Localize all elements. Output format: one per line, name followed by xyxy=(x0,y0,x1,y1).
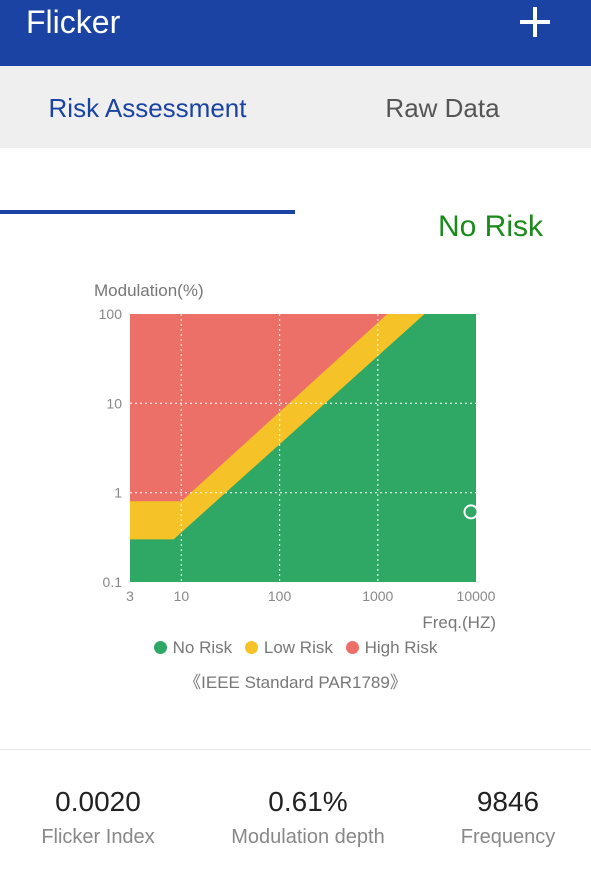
legend-item-low-risk: Low Risk xyxy=(244,638,333,658)
legend-dot-no-risk xyxy=(153,641,167,654)
x-tick-label: 1000 xyxy=(362,588,393,604)
legend-dot-low-risk xyxy=(244,641,258,654)
stat-modulation-depth: 0.61% Modulation depth xyxy=(208,785,408,851)
x-tick-label: 10000 xyxy=(457,588,496,604)
no-risk-region xyxy=(130,314,476,582)
stat-label: Flicker Index xyxy=(41,826,155,848)
tab-raw-data[interactable]: Raw Data xyxy=(385,93,500,123)
legend-item-high-risk: High Risk xyxy=(345,638,438,658)
y-tick-label: 0.1 xyxy=(103,574,123,590)
legend-label-high-risk: High Risk xyxy=(364,638,438,657)
y-tick-label: 10 xyxy=(106,395,122,411)
y-tick-label: 1 xyxy=(114,485,122,501)
stat-value: 0.61% xyxy=(268,786,348,817)
measurement-marker xyxy=(463,504,479,520)
active-tab-indicator xyxy=(0,210,295,214)
y-tick-label: 100 xyxy=(99,306,123,322)
stat-flicker-index: 0.0020 Flicker Index xyxy=(18,785,178,851)
section-divider xyxy=(0,749,591,750)
x-axis-label: Freq.(HZ) xyxy=(422,613,496,632)
y-axis-label: Modulation(%) xyxy=(94,281,204,300)
risk-chart: Modulation(%) 0.1 1 10 100 3 10 100 1000 10000 F… xyxy=(94,281,496,632)
legend-label-no-risk: No Risk xyxy=(172,638,233,657)
x-tick-label: 100 xyxy=(268,588,292,604)
tab-bar: Risk Assessment Raw Data xyxy=(0,66,591,214)
legend-label-low-risk: Low Risk xyxy=(263,638,333,657)
stat-value: 9846 xyxy=(476,786,540,817)
stat-frequency: 9846 Frequency xyxy=(438,785,578,851)
x-tick-label: 3 xyxy=(126,588,134,604)
plot-area: 0.1 1 10 100 3 10 100 1000 10000 xyxy=(99,306,496,604)
stat-label: Frequency xyxy=(460,826,556,848)
plus-icon[interactable] xyxy=(517,4,553,40)
app-bar: Flicker xyxy=(0,0,591,66)
stat-value: 0.0020 xyxy=(55,786,141,817)
tab-risk-assessment[interactable]: Risk Assessment xyxy=(48,93,247,123)
chart-annotation: 《IEEE Standard PAR1789》 xyxy=(184,673,407,692)
legend-item-no-risk: No Risk xyxy=(153,638,233,658)
stat-label: Modulation depth xyxy=(231,826,385,848)
risk-result-label: No Risk xyxy=(437,210,543,243)
plus-icon-vertical xyxy=(533,7,537,37)
app-title: Flicker xyxy=(26,4,121,40)
legend-dot-high-risk xyxy=(345,641,359,654)
chart-legend: No Risk Low Risk High Risk xyxy=(0,638,591,658)
x-tick-label: 10 xyxy=(174,588,190,604)
